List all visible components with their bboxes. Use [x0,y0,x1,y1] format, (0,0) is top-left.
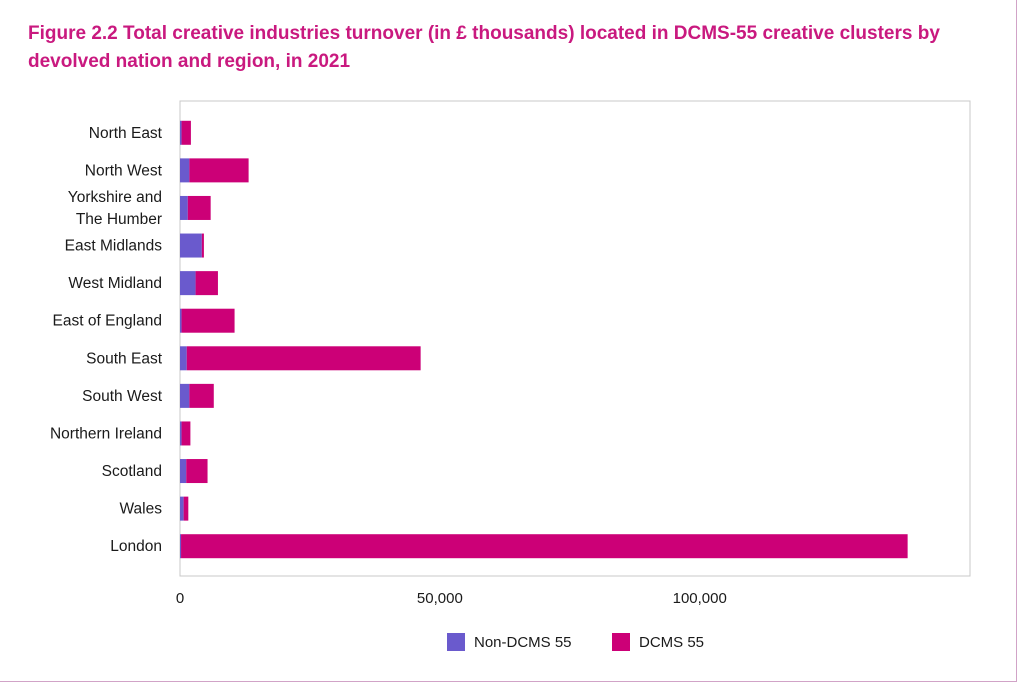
category-label: North West [85,162,163,179]
bar-dcms-55 [181,421,191,446]
category-label: East Midlands [65,238,163,255]
bar-dcms-55 [189,158,249,183]
category-label: North East [89,125,163,142]
legend-swatch [612,633,630,651]
bar-non-dcms-55 [180,496,184,521]
category-label: Scotland [102,463,162,480]
bar-dcms-55 [181,534,908,559]
bar-non-dcms-55 [180,195,188,220]
legend-label: DCMS 55 [639,634,704,651]
bar-non-dcms-55 [180,308,182,333]
bar-non-dcms-55 [180,534,182,559]
bar-dcms-55 [186,459,208,484]
x-tick-label: 0 [176,590,184,607]
category-label: London [110,538,162,555]
bar-dcms-55 [189,383,214,408]
bar-non-dcms-55 [180,346,187,371]
legend-label: Non-DCMS 55 [474,634,572,651]
category-label: South East [86,350,163,367]
category-label: Yorkshire and The Humber [68,189,162,228]
bar-dcms-55 [195,271,218,296]
x-tick-label: 50,000 [417,590,463,607]
bar-dcms-55 [186,346,421,371]
chart-title: Figure 2.2 Total creative industries tur… [28,23,940,72]
bar-dcms-55 [181,308,235,333]
category-label: Northern Ireland [50,425,162,442]
bar-non-dcms-55 [180,459,187,484]
category-label: East of England [53,313,162,330]
legend-swatch [447,633,465,651]
category-label: Wales [120,501,163,518]
bar-dcms-55 [181,120,191,145]
bar-non-dcms-55 [180,233,202,258]
bar-non-dcms-55 [180,383,190,408]
bar-non-dcms-55 [180,271,196,296]
bar-dcms-55 [201,233,204,258]
bar-dcms-55 [187,195,211,220]
plot-area [179,100,971,577]
bar-non-dcms-55 [180,158,190,183]
category-label: South West [82,388,163,405]
x-tick-label: 100,000 [673,590,727,607]
category-label: West Midland [68,275,162,292]
bar-dcms-55 [183,496,189,521]
bar-non-dcms-55 [180,421,182,446]
bar-non-dcms-55 [180,120,182,145]
